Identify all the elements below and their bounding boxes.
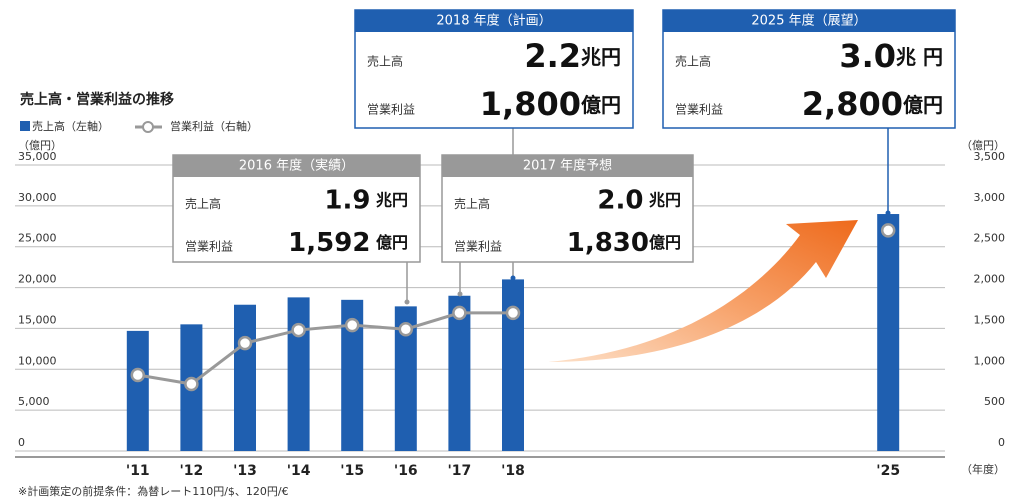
callout-value: 2,800億円 [802,85,943,123]
callout-unit: 億円 [581,93,621,117]
bar [877,214,900,451]
callout-value: 3.0兆 円 [839,37,943,75]
legend-swatch-marker [142,121,154,133]
callout-number: 1,592 [288,227,370,257]
x-tick-label: '13 [233,463,257,479]
bar [287,297,310,451]
y2-tick-label: 1,000 [974,354,1006,367]
y2-tick-label: 1,500 [974,313,1006,326]
callout-header-bg [663,10,955,32]
line-marker [880,223,896,238]
callout-label: 営業利益 [367,103,415,117]
bar [502,279,524,451]
callout-number: 2,800 [802,85,903,123]
y-tick-label: 35,000 [18,150,57,163]
bar [341,299,364,451]
chart-title: 売上高・営業利益の推移 [20,91,174,108]
callout-value: 1,830億円 [567,227,681,257]
y-tick-label: 10,000 [18,354,57,367]
callout-value: 2.2兆円 [524,37,621,75]
y2-tick-label: 2,500 [974,232,1006,245]
callout-unit: 兆円 [643,190,681,209]
callout-label: 営業利益 [675,103,723,117]
callout-header: 2025 年度（展望） [751,13,866,29]
x-tick-label: '16 [394,463,418,479]
y2-tick-label: 500 [984,395,1005,408]
callout-label: 売上高 [454,196,490,211]
y2-tick-label: 2,000 [974,273,1006,286]
line-marker [291,322,306,338]
line-marker [452,305,467,321]
callout-header-bg [173,155,420,177]
line-marker [505,305,521,321]
line-marker [398,321,414,337]
growth-arrow [548,220,858,362]
x-tick-label: '15 [340,463,364,479]
callout-unit: 兆円 [370,190,408,209]
x-tick-label: '12 [180,463,204,479]
x-tick-label: '17 [448,463,472,479]
callout-label: 売上高 [185,196,221,211]
x-tick-label: '25 [876,463,900,479]
line-marker [344,317,360,333]
y2-tick-label: 3,000 [974,191,1006,204]
connectors [406,128,889,302]
callout-value: 2.0 兆円 [597,185,681,215]
callout-unit: 億円 [370,232,408,251]
x-tick-label: '18 [501,463,525,479]
bar [394,306,417,451]
callout-label: 営業利益 [185,239,233,253]
x-tick-label: '14 [287,463,311,479]
y-axis-unit: （億円） [18,139,62,152]
y-tick-label: 5,000 [18,395,50,408]
y2-axis-unit: （億円） [961,139,1005,152]
callout-header-bg [355,10,633,32]
y2-tick-label: 0 [998,436,1005,449]
callout-unit: 兆円 [581,45,621,69]
x-tick-label: '11 [126,463,150,479]
callout-label: 売上高 [367,54,403,69]
y-tick-label: 30,000 [18,191,57,204]
legend-label: 売上高（左軸） [32,119,109,133]
callout-unit: 億円 [903,93,943,117]
line-marker [130,367,146,383]
callout-value: 1.9 兆円 [324,185,408,215]
callout-number: 3.0 [839,37,896,75]
y-tick-label: 0 [18,436,25,449]
callout-header: 2016 年度（実績） [239,158,354,174]
callout-number: 2.0 [597,185,643,215]
bar [234,304,256,451]
bar [448,295,471,451]
callout-header-bg [442,155,693,177]
y2-tick-label: 3,500 [974,150,1006,163]
line [137,311,513,386]
connector-dots [404,210,891,305]
y-tick-label: 20,000 [18,273,57,286]
x-axis-unit: （年度） [961,462,1005,476]
callout-value: 1,800億円 [480,85,621,123]
callout-header: 2018 年度（計画） [436,13,551,29]
callout-header: 2017 年度予想 [523,158,612,174]
line-marker [237,335,253,351]
y-tick-label: 25,000 [18,232,57,245]
callout-number: 1.9 [324,185,370,215]
legend-label: 営業利益（右軸） [170,119,258,133]
callout-unit: 兆 円 [896,45,943,69]
footnote: ※計画策定の前提条件：為替レート110円/$、120円/€ [18,484,289,498]
callout-number: 2.2 [524,37,581,75]
callout-label: 営業利益 [454,239,502,253]
callout-value: 1,592 億円 [288,227,408,257]
callout-number: 1,830 [567,227,649,257]
legend-swatch-bar [20,121,30,131]
bar [126,330,149,451]
callout-number: 1,800 [480,85,581,123]
line-marker [184,376,199,392]
y-tick-label: 15,000 [18,313,57,326]
callout-unit: 億円 [649,232,681,251]
callout-label: 売上高 [675,54,711,69]
